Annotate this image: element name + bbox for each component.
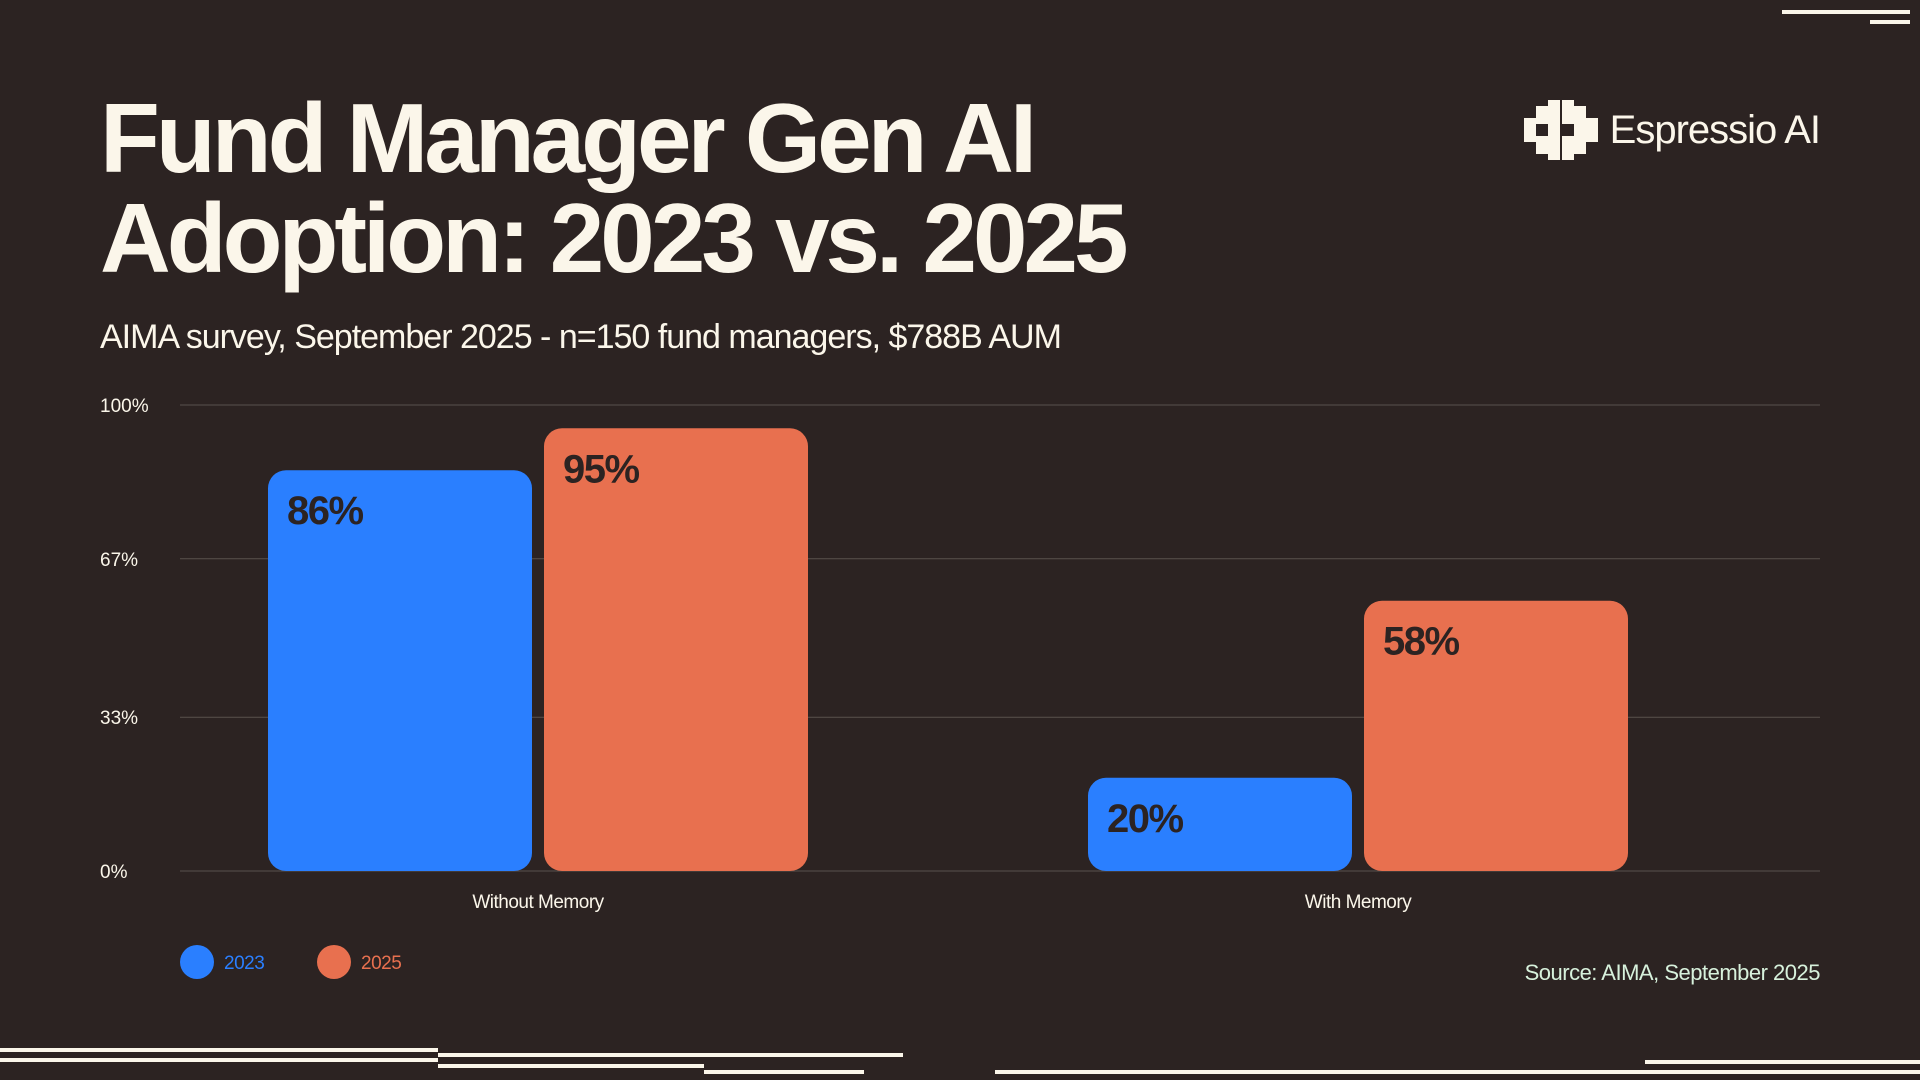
data-label-2025-without-memory: 95%	[563, 447, 639, 491]
subtitle: AIMA survey, September 2025 - n=150 fund…	[100, 318, 1062, 356]
y-axis-ticks: 0% 33% 67% 100%	[100, 396, 149, 883]
legend-label-2023: 2023	[224, 953, 264, 974]
title-line-2: Adoption: 2023 vs. 2025	[100, 183, 1129, 293]
legend-swatch-2025	[317, 945, 351, 979]
bars: 86% 95% 20% 58%	[268, 428, 1628, 871]
y-tick-label-0: 0%	[100, 862, 128, 883]
data-label-2023-with-memory: 20%	[1107, 797, 1183, 841]
bar-2023-without-memory	[268, 470, 532, 871]
legend-swatch-2023	[180, 945, 214, 979]
legend: 2023 2025	[180, 945, 402, 979]
y-tick-label-33: 33%	[100, 708, 138, 729]
page-title: Fund Manager Gen AI Adoption: 2023 vs. 2…	[100, 88, 1300, 288]
bar-2025-without-memory	[544, 428, 808, 871]
data-label-2023-without-memory: 86%	[287, 489, 363, 533]
legend-label-2025: 2025	[361, 953, 401, 974]
x-axis-categories: Without Memory With Memory	[472, 892, 1412, 913]
y-tick-label-67: 67%	[100, 550, 138, 571]
bar-2025-with-memory	[1364, 600, 1628, 871]
data-label-2025-with-memory: 58%	[1383, 620, 1459, 664]
y-tick-label-100: 100%	[100, 396, 149, 417]
espressio-logo-icon	[1523, 100, 1598, 160]
source-note: Source: AIMA, September 2025	[1524, 960, 1821, 985]
bar-2023-with-memory	[1088, 777, 1352, 871]
legend-item-2023: 2023	[180, 945, 265, 979]
brand: Espressio AI	[1523, 100, 1821, 160]
legend-item-2025: 2025	[317, 945, 402, 979]
brand-name: Espressio AI	[1609, 107, 1821, 152]
x-category-label-with-memory: With Memory	[1305, 892, 1412, 913]
title-line-1: Fund Manager Gen AI	[100, 83, 1037, 193]
x-category-label-without-memory: Without Memory	[472, 892, 604, 913]
